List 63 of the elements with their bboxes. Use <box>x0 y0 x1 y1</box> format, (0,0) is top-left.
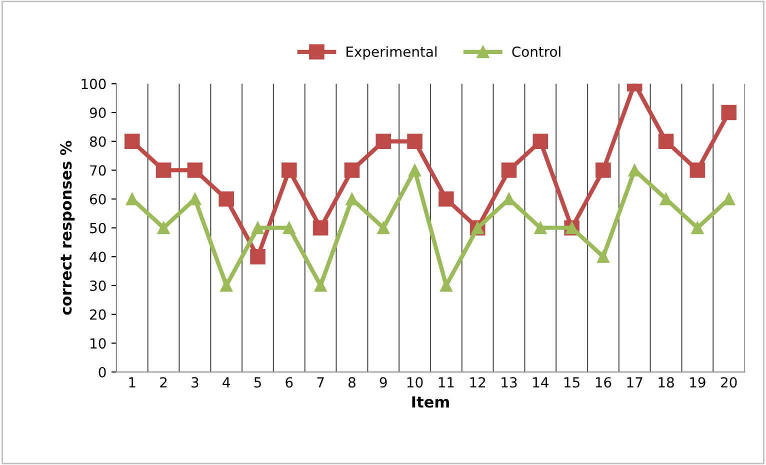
y-tick-label: 10 <box>90 338 106 349</box>
point <box>187 162 203 178</box>
point <box>376 134 392 149</box>
x-tick-label: 5 <box>254 377 261 388</box>
point <box>438 191 454 207</box>
x-tick-label: 3 <box>192 377 198 388</box>
x-tick-label: 16 <box>596 377 612 388</box>
x-tick-label: 13 <box>502 377 517 388</box>
y-tick-label: 0 <box>98 366 106 378</box>
point <box>314 279 327 292</box>
y-tick-label: 90 <box>90 108 106 118</box>
point <box>220 279 233 292</box>
point <box>596 162 611 178</box>
point <box>312 220 328 236</box>
y-tick-label: 50 <box>90 222 106 234</box>
y-tick-label: 70 <box>90 165 106 176</box>
point <box>691 222 704 234</box>
point <box>407 134 422 149</box>
x-tick-label: 2 <box>160 377 167 388</box>
point <box>282 162 297 178</box>
point <box>344 162 360 178</box>
point <box>282 222 296 234</box>
x-tick-label: 7 <box>317 377 324 388</box>
x-axis-title: Item <box>412 396 449 408</box>
legend-label: Control <box>512 46 560 57</box>
x-tick-label: 20 <box>721 377 737 388</box>
point <box>377 222 390 234</box>
point <box>124 134 140 149</box>
y-tick-label: 40 <box>90 252 106 262</box>
y-tick-label: 80 <box>90 136 106 147</box>
point <box>440 279 452 292</box>
y-tick-label: 100 <box>82 78 106 90</box>
x-tick-label: 11 <box>438 377 454 388</box>
x-tick-label: 12 <box>470 377 486 388</box>
point <box>532 134 548 149</box>
y-tick-label: 30 <box>90 280 106 291</box>
x-tick-label: 14 <box>533 377 548 388</box>
y-tick-label: 20 <box>90 309 106 320</box>
y-tick-label: 60 <box>90 194 106 204</box>
point <box>501 162 517 178</box>
point <box>252 222 264 234</box>
x-tick-label: 6 <box>286 377 293 388</box>
x-tick-label: 8 <box>348 377 356 388</box>
x-tick-label: 15 <box>564 377 580 388</box>
point <box>690 162 706 178</box>
x-tick-label: 4 <box>222 377 230 388</box>
x-tick-label: 10 <box>407 377 423 388</box>
point <box>156 162 172 178</box>
x-tick-label: 9 <box>380 377 387 388</box>
legend-label: Experimental <box>346 46 437 60</box>
point <box>658 134 674 149</box>
x-tick-label: 18 <box>658 377 674 388</box>
x-tick-label: 1 <box>129 377 136 388</box>
point <box>157 222 170 234</box>
point <box>218 191 234 207</box>
point <box>596 250 610 263</box>
point <box>250 249 266 264</box>
point <box>721 104 736 120</box>
x-tick-label: 17 <box>627 377 642 388</box>
point <box>408 164 422 176</box>
point <box>534 222 547 234</box>
x-tick-label: 19 <box>690 377 706 388</box>
y-axis-title: correct responses % <box>60 140 75 315</box>
